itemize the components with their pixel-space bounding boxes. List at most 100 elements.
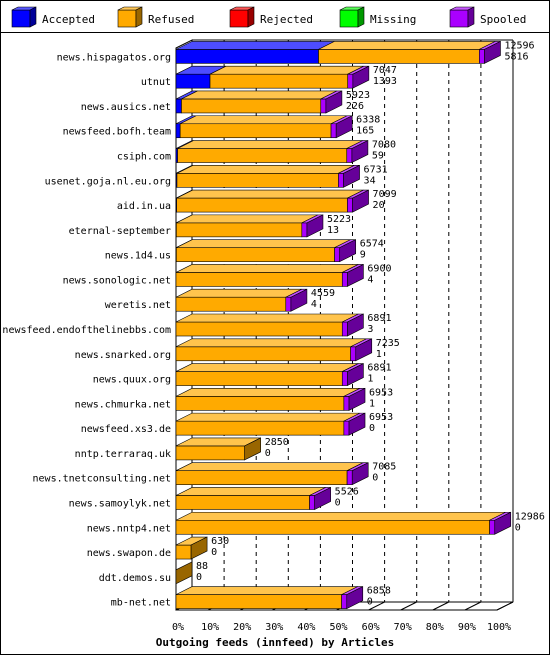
bar-refused: [319, 49, 480, 63]
data-label-accepted: 1: [367, 374, 373, 385]
data-label-offered: 7080: [372, 140, 396, 151]
bar-spooled: [344, 421, 349, 435]
data-label-offered: 12596: [504, 40, 534, 51]
category-label: news.hispagatos.org: [57, 52, 171, 63]
category-label: mb-net.net: [111, 598, 171, 609]
data-label-accepted: 1393: [373, 76, 397, 87]
category-label: news.samoylyk.net: [69, 498, 171, 509]
data-label-accepted: 34: [364, 175, 376, 186]
bar-spooled: [347, 149, 352, 163]
legend-label-missing: Missing: [370, 13, 416, 26]
data-label-offered: 7099: [373, 189, 397, 200]
bar-accepted: [176, 124, 180, 138]
bar-refused: [176, 272, 342, 286]
bar-refused: [176, 223, 302, 237]
category-label: news.ausics.net: [81, 102, 171, 113]
data-label-offered: 6574: [360, 239, 384, 250]
category-label: newsfeed.xs3.de: [81, 424, 171, 435]
x-tick-label: 70%: [394, 622, 412, 633]
bar-spooled: [342, 322, 347, 336]
data-label-accepted: 3: [367, 324, 373, 335]
data-label-offered: 630: [211, 536, 229, 547]
data-label-accepted: 4: [367, 274, 373, 285]
bar-refused: [176, 297, 286, 311]
data-label-accepted: 1: [369, 398, 375, 409]
data-label-offered: 6891: [367, 363, 391, 374]
data-label-offered: 7047: [373, 65, 397, 76]
bar-refused: [176, 248, 334, 262]
bar-spooled: [351, 347, 356, 361]
x-tick-label: 60%: [362, 622, 380, 633]
data-label-accepted: 5816: [504, 51, 528, 62]
legend-swatch-side-rejected: [248, 7, 254, 27]
bar-spooled: [348, 74, 353, 88]
bar-refused: [180, 124, 331, 138]
category-label: news.sonologic.net: [63, 275, 171, 286]
x-tick-label: 0%: [172, 622, 184, 633]
legend-swatch-spooled: [450, 10, 468, 27]
bar-refused-top: [176, 289, 302, 297]
data-label-offered: 2850: [265, 437, 289, 448]
bar-refused: [176, 471, 347, 485]
data-label-offered: 6731: [364, 164, 388, 175]
data-label-accepted: 0: [335, 497, 341, 508]
bar-refused-top: [176, 413, 360, 421]
data-label-accepted: 1: [376, 349, 382, 360]
bar-refused: [177, 198, 348, 212]
bar-refused-top: [176, 314, 358, 322]
data-label-offered: 6858: [367, 586, 391, 597]
bar-refused-top: [176, 339, 367, 347]
data-label-accepted: 0: [369, 423, 375, 434]
bar-refused-top: [176, 240, 350, 248]
category-label: newsfeed.endofthelinebbs.com: [2, 325, 171, 336]
category-label: utnut: [141, 77, 171, 88]
category-label: nntp.terraraq.uk: [75, 449, 171, 460]
category-label: usenet.goja.nl.eu.org: [45, 176, 171, 187]
bar-refused-top: [176, 388, 360, 396]
data-label-offered: 7085: [372, 462, 396, 473]
bar-refused-top: [176, 463, 363, 471]
bar-refused-top: [176, 264, 358, 272]
bar-spooled: [479, 49, 484, 63]
category-label: aid.in.ua: [117, 201, 171, 212]
bar-spooled: [342, 272, 347, 286]
category-label: news.snarked.org: [75, 350, 171, 361]
data-label-offered: 5923: [346, 90, 370, 101]
data-label-accepted: 0: [196, 572, 202, 583]
bar-refused: [176, 322, 342, 336]
x-tick-label: 90%: [458, 622, 476, 633]
bar-refused-top: [176, 587, 358, 595]
x-tick-label: 10%: [201, 622, 219, 633]
bar-refused: [176, 421, 344, 435]
bar-accepted: [176, 74, 210, 88]
data-label-accepted: 13: [327, 225, 339, 236]
legend-swatch-rejected: [230, 10, 248, 27]
data-label-offered: 6953: [369, 387, 393, 398]
legend-swatch-side-refused: [136, 7, 142, 27]
chart-title: Outgoing feeds (innfeed) by Articles: [156, 636, 394, 649]
bar-spooled: [302, 223, 307, 237]
legend-label-spooled: Spooled: [480, 13, 526, 26]
bar-refused: [176, 347, 351, 361]
x-tick-label: 20%: [233, 622, 251, 633]
category-label: news.tnetconsulting.net: [33, 474, 171, 485]
bar-spooled: [286, 297, 291, 311]
category-label: news.swapon.de: [87, 548, 171, 559]
data-label-accepted: 9: [360, 250, 366, 261]
bar-spooled: [310, 495, 315, 509]
bar-refused-top: [176, 487, 326, 495]
category-label: weretis.net: [105, 300, 171, 311]
category-label: news.quux.org: [93, 375, 171, 386]
bar-refused: [181, 99, 320, 113]
bar-refused-top: [181, 91, 336, 99]
bar-spooled: [347, 471, 352, 485]
data-label-offered: 4559: [311, 288, 335, 299]
x-tick-label: 40%: [297, 622, 315, 633]
bar-refused-top: [177, 190, 364, 198]
legend-swatch-side-missing: [358, 7, 364, 27]
bar-spooled: [321, 99, 326, 113]
bar-refused: [176, 372, 342, 386]
bar-accepted-top: [176, 41, 335, 49]
legend-label-refused: Refused: [148, 13, 194, 26]
